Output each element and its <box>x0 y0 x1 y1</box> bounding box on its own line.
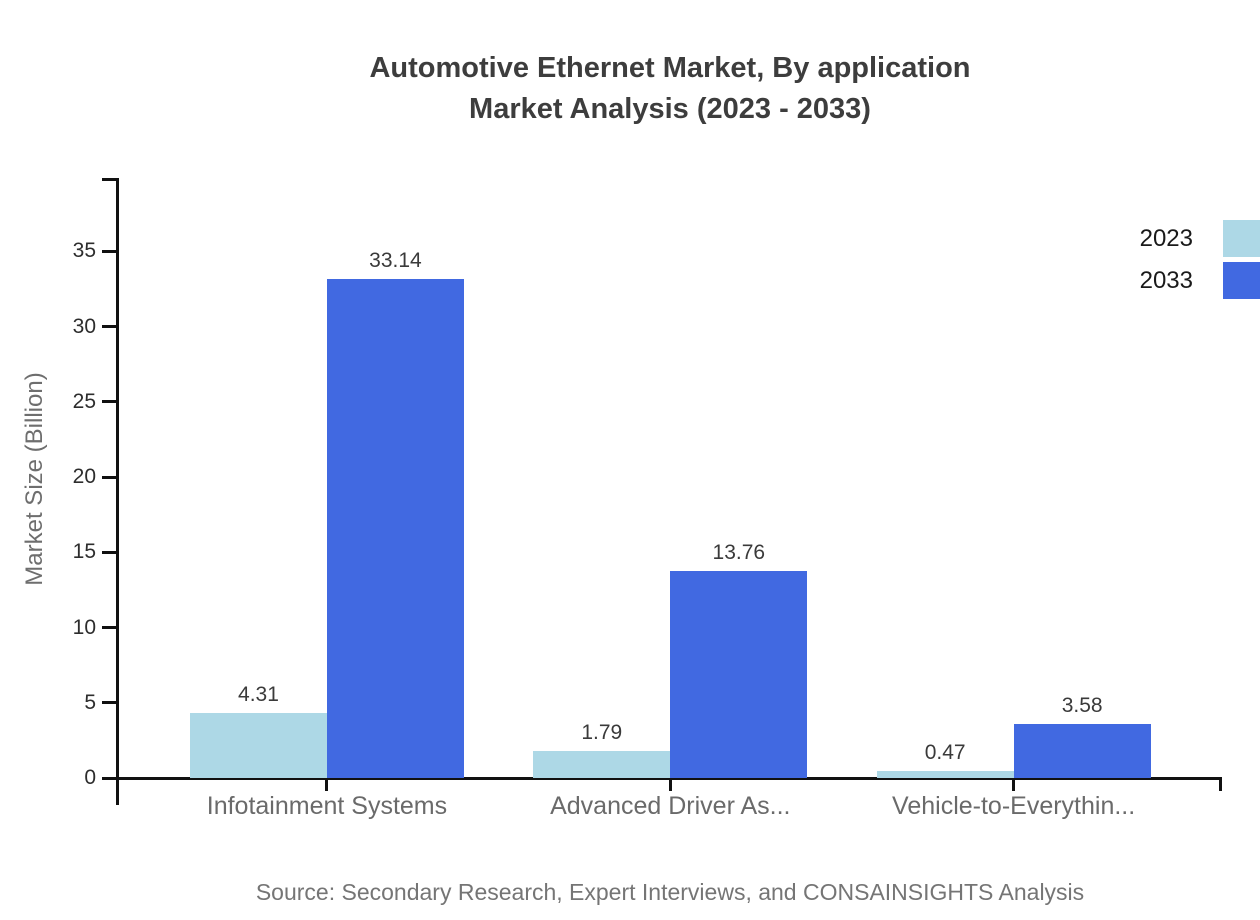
y-axis-tick <box>102 249 116 253</box>
y-axis-tick <box>102 701 116 705</box>
bar-value-label: 4.31 <box>238 683 279 707</box>
y-axis-tick <box>102 776 116 780</box>
y-axis-tick <box>102 400 116 404</box>
legend-label: 2023 <box>1139 224 1193 252</box>
x-axis-category-tick <box>1012 777 1016 791</box>
y-axis-tick-label: 20 <box>72 465 96 488</box>
bar-value-label: 13.76 <box>712 540 766 564</box>
y-axis-tick <box>102 475 116 479</box>
legend-item-2023[interactable]: 2023 <box>1140 220 1260 257</box>
y-axis-tick <box>102 550 116 554</box>
plot-area: 0 5 10 15 20 25 30 35 Infotainment Systems 4.31 33… <box>73 178 1222 820</box>
bar-2033-3[interactable] <box>1013 724 1151 778</box>
x-axis-end-tick <box>1219 777 1222 791</box>
chart-title-line2: Market Analysis (2023 - 2033) <box>469 93 871 125</box>
y-axis-tick-label: 25 <box>72 389 96 413</box>
bar-2023-1[interactable] <box>189 713 327 778</box>
category-label: Vehicle-to-Everythin... <box>892 792 1136 820</box>
bar-value-label: 33.14 <box>369 249 422 273</box>
category-label: Infotainment Systems <box>206 792 448 820</box>
y-axis-tick-label: 5 <box>84 690 96 714</box>
bar-2033-1[interactable] <box>326 279 464 778</box>
y-axis-tick <box>102 626 116 629</box>
bar-2033-2[interactable] <box>670 570 808 778</box>
y-axis-tick-label: 10 <box>72 615 96 639</box>
legend-swatch <box>1223 220 1260 257</box>
legend-item-2033[interactable]: 2033 <box>1140 262 1260 299</box>
legend: 2023 2033 <box>1140 220 1260 299</box>
bar-value-label: 3.58 <box>1061 694 1103 718</box>
x-axis-category-tick <box>668 777 672 791</box>
legend-label: 2033 <box>1139 266 1193 294</box>
legend-swatch <box>1223 262 1260 299</box>
bar-2023-3[interactable] <box>876 770 1014 778</box>
category-label: Advanced Driver As... <box>550 792 791 820</box>
y-axis-tick-label: 15 <box>72 540 96 564</box>
bar-2023-2[interactable] <box>533 751 671 778</box>
y-axis-line <box>116 178 119 805</box>
y-axis-title: Market Size (Billion) <box>21 372 48 586</box>
chart-title-line1: Automotive Ethernet Market, By applicati… <box>369 52 971 84</box>
source-text: Source: Secondary Research, Expert Inter… <box>255 879 1085 905</box>
bar-value-label: 0.47 <box>924 740 966 764</box>
bar-value-label: 1.79 <box>581 721 623 745</box>
x-axis-category-tick <box>325 777 329 791</box>
y-axis-tick-label: 30 <box>72 314 96 338</box>
y-axis-tick-label: 35 <box>72 239 96 263</box>
y-axis-tick-label: 0 <box>84 766 96 789</box>
y-axis-tick <box>102 325 116 328</box>
chart-title: Automotive Ethernet Market, By applicati… <box>80 48 1260 130</box>
y-axis-top-cap <box>102 178 119 181</box>
